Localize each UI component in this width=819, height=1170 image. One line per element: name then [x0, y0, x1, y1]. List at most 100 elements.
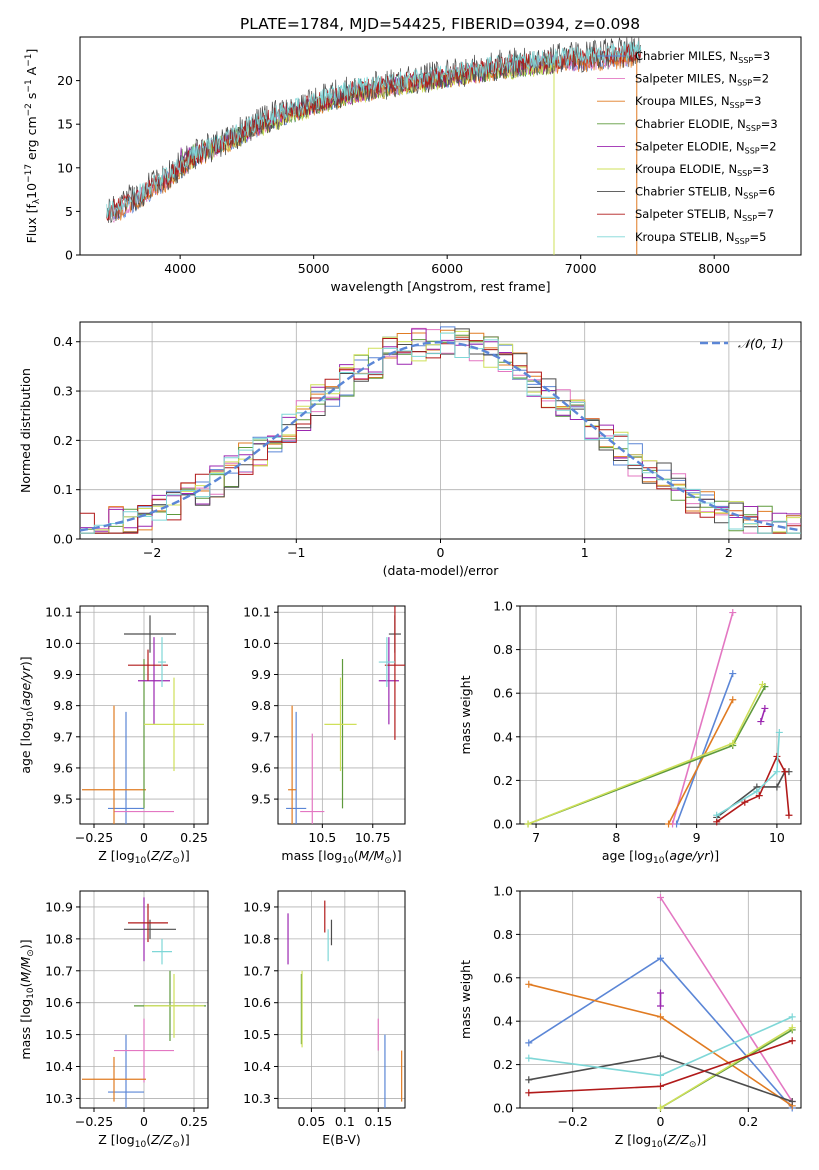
y-tick-label: 0.8 [493, 642, 513, 657]
weight-marker [657, 954, 664, 962]
y-tick-label: 10.5 [243, 1027, 271, 1042]
figure-title: PLATE=1784, MJD=54425, FIBERID=0394, z=0… [240, 15, 640, 33]
axis-label-part: ( [354, 848, 359, 863]
legend-entry: Kroupa MILES, NSSP=3 [635, 94, 761, 110]
legend-subscript: SSP [730, 101, 745, 110]
axis-label-part: mass [log [18, 999, 33, 1060]
weight-marker [657, 1052, 664, 1060]
legend-value: =2 [760, 139, 777, 153]
y-tick-label: 9.7 [251, 729, 271, 744]
weight-marker [657, 894, 664, 902]
x-tick-label: 0 [437, 545, 445, 560]
residuals-axes [76, 321, 802, 543]
legend-subscript: SSP [735, 237, 750, 246]
y-tick-label: 0.4 [493, 729, 513, 744]
axis-label-part: 10 [26, 711, 36, 723]
x-tick-label: 2 [725, 545, 733, 560]
weight-marker [785, 811, 793, 819]
x-tick-label: −1 [287, 545, 305, 560]
axis-label-part: ( [664, 848, 669, 863]
y-tick-label: 0.4 [493, 1014, 513, 1029]
legend-entry: Chabrier ELODIE, NSSP=3 [635, 117, 778, 133]
axis-label-part: 10 [651, 1140, 663, 1150]
y-tick-label: 10.8 [243, 931, 271, 946]
legend-subscript: SSP [745, 146, 760, 155]
legend-entry: 𝒩(0, 1) [738, 336, 784, 351]
weight-marker [665, 820, 673, 828]
axis-label-part: 10 [26, 987, 36, 999]
axis-label-part: age/yr [669, 848, 710, 863]
y-axis-label: age [log10(age/yr)] [18, 656, 36, 773]
x-tick-label: −0.2 [558, 1114, 588, 1129]
x-tick-label: 0 [140, 1114, 148, 1129]
y-tick-label: 0.8 [493, 927, 513, 942]
axis-label-part: ( [18, 706, 33, 711]
axis-label-part: Z [log [98, 1132, 134, 1147]
axis-label-part: Z/Z [667, 1132, 690, 1147]
x-tick-label: 0.1 [335, 1114, 355, 1129]
normal-curve [80, 340, 801, 532]
y-tick-label: 9.5 [53, 792, 73, 807]
legend-value: =7 [757, 207, 774, 221]
legend-entry: Salpeter ELODIE, NSSP=2 [635, 139, 777, 155]
weight-marker [657, 1013, 664, 1021]
legend-subscript: SSP [743, 192, 758, 201]
axis-label-part: Z [log [98, 848, 134, 863]
legend-entry: Chabrier MILES, NSSP=3 [635, 49, 770, 65]
weight-marker [753, 787, 761, 795]
weight-marker [775, 728, 783, 736]
x-tick-label: 0.25 [180, 830, 208, 845]
weight-marker [729, 609, 737, 617]
spectrum-line [106, 40, 642, 218]
y-tick-label: 10.4 [243, 1059, 271, 1074]
axis-label-part: ⊙ [26, 949, 36, 957]
y-axis-label: mass [log10(M/M⊙)] [18, 939, 36, 1059]
y-axis-label-part: A [24, 66, 39, 79]
weight-marker [729, 670, 737, 678]
weight-marker [741, 798, 749, 806]
y-tick-label: 9.6 [251, 760, 271, 775]
weight-marker [525, 1054, 533, 1062]
y-tick-label: 10.6 [243, 995, 271, 1010]
legend-value: =2 [752, 72, 769, 86]
axis-label-part: ⊙ [172, 1140, 180, 1150]
weight-marker [525, 980, 533, 988]
y-tick-label: 0.6 [493, 970, 513, 985]
axis-label-part: ( [146, 1132, 151, 1147]
x-tick-label: 10.5 [308, 830, 336, 845]
y-tick-label: 10.7 [45, 963, 73, 978]
axis-label-part: ( [146, 848, 151, 863]
weight_vs_age-axes [516, 605, 802, 828]
y-tick-label: 15 [57, 117, 73, 132]
weight-marker [729, 739, 737, 747]
spectrum-line [113, 48, 635, 220]
x-tick-label: 10.75 [355, 830, 391, 845]
legend-value: =3 [753, 49, 770, 63]
mass_vs_ebv-axes [274, 890, 406, 1112]
y-tick-label: 0.0 [493, 817, 513, 832]
x-axis-label: wavelength [Angstrom, rest frame] [330, 279, 550, 294]
y-axis-label-part: −1 [24, 79, 34, 92]
legend-entry: Kroupa ELODIE, NSSP=3 [635, 162, 769, 178]
axis-label-part: M/M [359, 848, 385, 863]
y-tick-label: 0 [65, 248, 73, 263]
x-tick-label: 8000 [698, 261, 730, 276]
axis-label-part: age [log [602, 848, 653, 863]
x-tick-label: −0.25 [75, 1114, 113, 1129]
weight-marker [525, 1089, 533, 1097]
y-tick-label: 10.1 [45, 605, 73, 620]
y-tick-label: 10.9 [243, 899, 271, 914]
y-axis-label: mass weight [458, 675, 473, 754]
weight-marker [788, 1037, 796, 1045]
y-axis-label-part: −17 [24, 164, 34, 183]
weight-marker [773, 783, 781, 791]
weight-marker [713, 811, 721, 819]
histogram-step [80, 326, 801, 534]
weight-marker [713, 818, 721, 826]
axis-label-part: Z/Z [150, 1132, 173, 1147]
weight-marker [657, 1071, 664, 1079]
spectrum-line [113, 48, 635, 223]
weight-line [716, 754, 790, 823]
weight-marker [788, 1024, 796, 1032]
